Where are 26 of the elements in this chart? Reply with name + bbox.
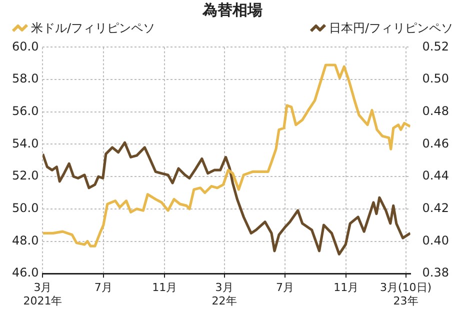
x-tick-label: 7月 [276,281,294,294]
y-tick-label: 60.0 [12,39,39,54]
y-tick-label: 54.0 [12,136,39,150]
y-tick-label: 52.0 [12,168,39,183]
y-tick-label: 46.0 [12,266,39,280]
x-tick-label: 11月 [152,281,178,294]
y2-tick-label: 0.48 [422,104,449,118]
y-tick-label: 56.0 [12,104,39,118]
y2-tick-label: 0.38 [422,266,449,280]
x-tick-label: 11月 [334,281,359,294]
y2-tick-label: 0.50 [422,72,449,86]
y-tick-label: 48.0 [12,233,39,248]
y2-tick-label: 0.44 [422,168,449,183]
chart-title: 為替相場 [201,0,264,20]
legend-label: 日本円/フィリピンペソ [328,20,453,36]
x-tick-label: 3月 22年 [212,281,237,308]
y2-tick-label: 0.42 [422,201,449,216]
x-tick-label: 7月 [94,281,112,294]
y2-tick-label: 0.40 [422,233,449,248]
y2-tick-label: 0.52 [422,39,449,54]
x-tick-label: 3月 2021年 [23,281,62,308]
y-tick-label: 50.0 [12,201,39,216]
legend-label: 米ドル/フィリピンペソ [31,20,156,36]
y2-tick-label: 0.46 [422,136,449,150]
y-tick-label: 58.0 [12,72,39,86]
x-tick-label: 3月(10日) 23年 [380,281,432,308]
